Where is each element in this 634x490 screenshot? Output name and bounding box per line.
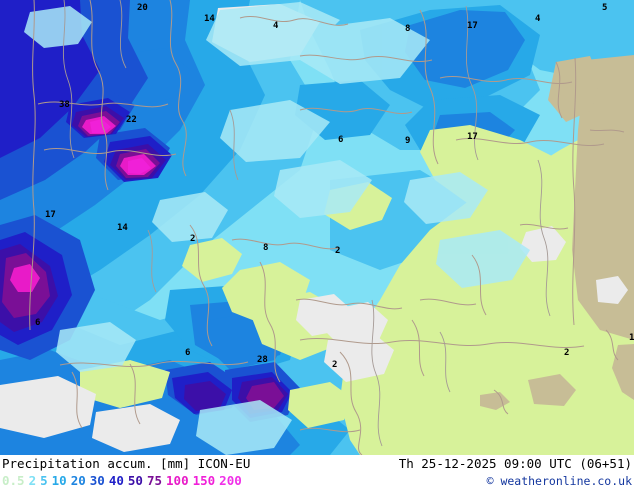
- color-scale-legend: 0.5 2 5 10 20 30 40 50 75 100 150 200: [2, 474, 246, 488]
- scale-tick-20: 20: [70, 473, 86, 488]
- station-label: 38: [59, 100, 70, 110]
- band-150mm: [90, 119, 151, 174]
- station-label: 4: [535, 14, 541, 24]
- footer-datetime: Th 25-12-2025 09:00 UTC (06+51): [398, 456, 632, 471]
- copyright-label: © weatheronline.co.uk: [486, 474, 632, 488]
- scale-tick-200: 200: [219, 473, 242, 488]
- scale-tick-0.5: 0.5: [2, 473, 25, 488]
- coastlines: [29, 0, 625, 455]
- station-label: 17: [467, 132, 478, 142]
- scale-tick-150: 150: [192, 473, 216, 488]
- scale-tick-50: 50: [127, 473, 143, 488]
- station-label: 2: [335, 246, 341, 256]
- station-label: 8: [263, 243, 269, 253]
- station-label: 1: [629, 333, 634, 343]
- footer-title: Precipitation accum. [mm] ICON-EU: [2, 456, 251, 471]
- station-label: 6: [35, 318, 41, 328]
- station-label: 17: [45, 210, 56, 220]
- station-label: 14: [117, 223, 128, 233]
- scale-tick-2: 2: [28, 473, 37, 488]
- scale-tick-5: 5: [40, 473, 48, 488]
- station-label: 9: [405, 136, 411, 146]
- scale-tick-10: 10: [51, 473, 67, 488]
- station-label: 20: [137, 3, 148, 13]
- station-label: 8: [405, 24, 411, 34]
- precipitation-map[interactable]: 20 14 4 8 17 4 5 38 22 6 9 17 17 14 2 8 …: [0, 0, 634, 455]
- station-label: 6: [338, 135, 344, 145]
- station-label: 2: [332, 360, 338, 370]
- station-label: 2: [564, 348, 570, 358]
- precipitation-field: [0, 0, 634, 455]
- scale-tick-75: 75: [146, 473, 163, 488]
- station-label: 2: [190, 234, 196, 244]
- station-label: 6: [185, 348, 191, 358]
- streaks-2mm: [24, 2, 530, 455]
- station-label: 28: [257, 355, 268, 365]
- map-footer: Precipitation accum. [mm] ICON-EU Th 25-…: [0, 455, 634, 490]
- station-label: 22: [126, 115, 137, 125]
- scale-tick-30: 30: [89, 473, 105, 488]
- station-label: 17: [467, 21, 478, 31]
- scale-tick-40: 40: [108, 473, 124, 488]
- station-label: 4: [273, 21, 279, 31]
- station-label: 14: [204, 14, 215, 24]
- scale-tick-100: 100: [166, 473, 189, 488]
- borders: [62, 0, 551, 447]
- station-label: 5: [602, 3, 608, 13]
- dry-land-zone: [480, 55, 634, 410]
